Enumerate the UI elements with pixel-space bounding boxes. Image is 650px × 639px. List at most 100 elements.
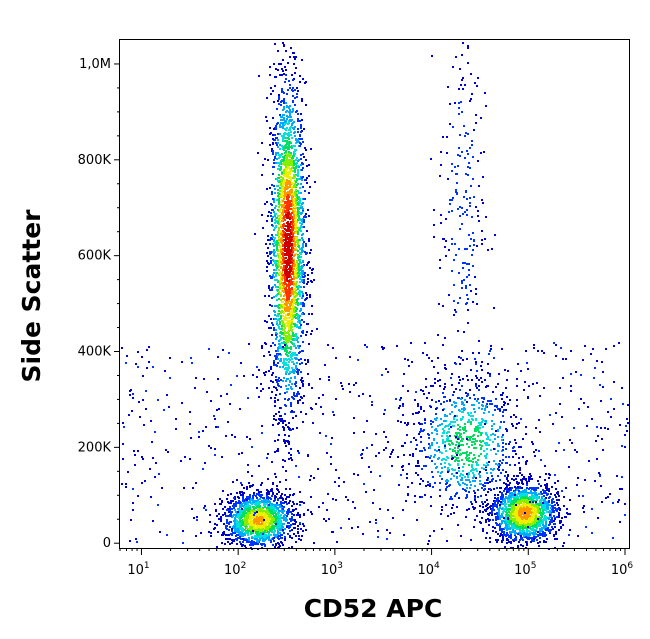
data-point <box>278 343 280 345</box>
data-point <box>293 308 295 310</box>
data-point <box>276 389 278 391</box>
data-point <box>270 93 272 95</box>
data-point <box>285 385 287 387</box>
data-point <box>284 128 286 130</box>
data-point <box>282 298 284 300</box>
data-point <box>271 218 273 220</box>
data-point <box>261 494 263 496</box>
data-point <box>291 281 293 283</box>
data-point <box>258 519 260 521</box>
data-point <box>300 164 302 166</box>
data-point <box>270 540 272 542</box>
data-point <box>220 503 222 505</box>
data-point <box>268 507 270 509</box>
data-point <box>278 313 280 315</box>
data-point <box>269 144 271 146</box>
data-point <box>297 345 299 347</box>
data-point <box>279 163 281 165</box>
data-point <box>244 545 246 547</box>
data-point <box>274 192 276 194</box>
data-point <box>285 229 287 231</box>
data-point <box>278 201 280 203</box>
data-point <box>271 148 273 150</box>
data-point <box>278 193 280 195</box>
data-point <box>297 90 299 92</box>
data-point <box>270 237 272 239</box>
data-point <box>299 516 301 518</box>
data-point <box>279 505 281 507</box>
data-point <box>283 348 285 350</box>
data-point <box>289 494 291 496</box>
data-point <box>282 420 284 422</box>
data-point <box>242 528 244 530</box>
data-point <box>251 503 253 505</box>
data-point <box>299 222 301 224</box>
data-point <box>287 123 289 125</box>
data-point <box>267 239 269 241</box>
data-point <box>303 128 305 130</box>
data-point <box>290 203 292 205</box>
data-point <box>223 523 225 525</box>
data-point <box>278 154 280 156</box>
data-point <box>263 503 265 505</box>
data-point <box>285 339 287 341</box>
data-point <box>286 264 288 266</box>
data-point <box>275 338 277 340</box>
data-point <box>294 135 296 137</box>
data-point <box>279 211 281 213</box>
data-point <box>228 529 230 531</box>
data-point <box>302 265 304 267</box>
data-point <box>518 541 520 543</box>
data-point <box>290 341 292 343</box>
data-point <box>259 494 261 496</box>
data-point <box>218 518 220 520</box>
data-point <box>254 516 256 518</box>
data-point <box>301 138 303 140</box>
data-point <box>295 541 297 543</box>
data-point <box>290 208 292 210</box>
data-point <box>284 368 286 370</box>
data-point <box>279 74 281 76</box>
data-point <box>260 523 262 525</box>
data-point <box>301 280 303 282</box>
data-point <box>280 161 282 163</box>
data-point <box>242 541 244 543</box>
data-point <box>232 500 234 502</box>
data-point <box>268 537 270 539</box>
data-point <box>284 140 286 142</box>
data-point <box>275 142 277 144</box>
data-point <box>306 177 308 179</box>
data-point <box>304 190 306 192</box>
data-point <box>289 270 291 272</box>
data-point <box>284 398 286 400</box>
data-point <box>277 489 279 491</box>
data-point <box>302 383 304 385</box>
data-point <box>282 59 284 61</box>
data-point <box>278 96 280 98</box>
data-point <box>298 270 300 272</box>
data-point <box>278 515 280 517</box>
data-point <box>268 512 270 514</box>
data-point <box>298 216 300 218</box>
data-point <box>262 227 264 229</box>
data-point <box>255 538 257 540</box>
data-point <box>242 512 244 514</box>
data-point <box>290 170 292 172</box>
data-point <box>512 518 514 520</box>
data-point <box>489 541 491 543</box>
data-point <box>291 164 293 166</box>
data-point <box>226 525 228 527</box>
data-point <box>288 107 290 109</box>
data-point <box>277 384 279 386</box>
data-point <box>276 240 278 242</box>
data-point <box>295 335 297 337</box>
data-point <box>296 395 298 397</box>
data-point <box>280 299 282 301</box>
data-point <box>295 232 297 234</box>
data-point <box>301 319 303 321</box>
data-point <box>281 505 283 507</box>
data-point <box>246 541 248 543</box>
data-point <box>275 152 277 154</box>
data-point <box>241 515 243 517</box>
data-point <box>288 361 290 363</box>
